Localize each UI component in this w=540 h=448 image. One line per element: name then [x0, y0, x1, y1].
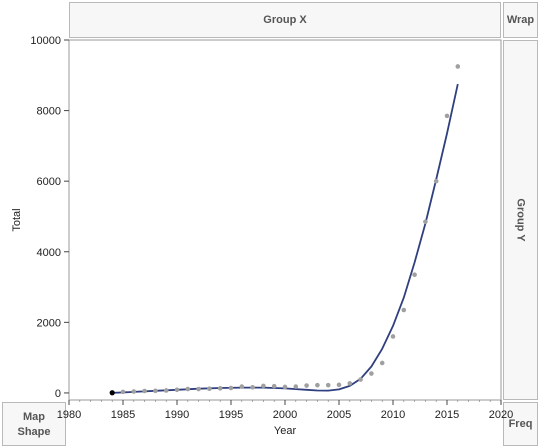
group-y-drop-zone[interactable]: Group Y [503, 40, 538, 400]
data-point [293, 384, 299, 389]
data-point [239, 384, 245, 389]
data-point [358, 377, 363, 382]
x-axis-title: Year [274, 425, 297, 437]
data-point [390, 334, 396, 339]
data-point [304, 383, 309, 388]
data-point [433, 178, 439, 184]
x-tick-label: 2005 [327, 409, 351, 421]
y-tick-label: 10000 [30, 35, 61, 47]
freq-drop-zone[interactable]: Freq [503, 402, 538, 446]
data-point [336, 382, 342, 388]
data-point [444, 113, 450, 119]
x-tick-label: 1985 [111, 409, 135, 421]
plot-frame [68, 39, 502, 401]
x-tick-label: 1995 [219, 409, 243, 421]
data-point [217, 386, 223, 391]
data-point [174, 387, 180, 393]
data-point [185, 386, 191, 392]
data-point [207, 386, 212, 392]
y-tick-label: 0 [55, 388, 61, 400]
y-tick-label: 4000 [37, 247, 61, 259]
y-axis-title: Total [11, 208, 23, 231]
data-point [142, 388, 147, 394]
data-point [153, 388, 158, 394]
x-tick-label: 1980 [57, 409, 81, 421]
data-point [315, 382, 320, 388]
x-tick-label: 2000 [273, 409, 297, 421]
data-point [379, 360, 385, 366]
data-point [423, 219, 428, 225]
x-tick-label: 1990 [165, 409, 189, 421]
data-point [250, 384, 255, 390]
data-point [228, 385, 234, 391]
axes: 0 2000 4000 6000 8000 10000 1980 1985 1990 1995 20… [11, 35, 513, 437]
data-point [347, 381, 353, 386]
freq-label: Freq [508, 418, 533, 430]
data-point [412, 272, 417, 278]
y-tick-label: 6000 [37, 176, 61, 188]
data-point [369, 371, 374, 376]
chart-marks [109, 64, 461, 396]
data-point [120, 389, 126, 395]
data-point [196, 386, 201, 392]
data-point [401, 307, 407, 313]
group-x-label: Group X [263, 14, 307, 26]
data-point [163, 388, 169, 393]
data-point [455, 64, 461, 69]
x-tick-label: 2015 [435, 409, 459, 421]
y-tick-label: 8000 [37, 106, 61, 118]
highlighted-data-point [109, 390, 115, 396]
data-point [131, 389, 137, 394]
map-shape-label-line2: Shape [17, 426, 51, 438]
data-point [271, 383, 277, 389]
y-tick-label: 2000 [37, 317, 61, 329]
group-x-drop-zone[interactable]: Group X [69, 2, 501, 38]
x-tick-label: 2010 [381, 409, 405, 421]
wrap-drop-zone[interactable]: Wrap [503, 2, 538, 38]
map-shape-label-line1: Map [22, 411, 45, 423]
data-point [325, 382, 331, 388]
map-shape-drop-zone[interactable]: Map Shape [2, 402, 66, 446]
data-point [282, 384, 288, 390]
x-tick-label: 2020 [489, 409, 513, 421]
data-point [261, 383, 266, 389]
wrap-label: Wrap [506, 14, 535, 26]
